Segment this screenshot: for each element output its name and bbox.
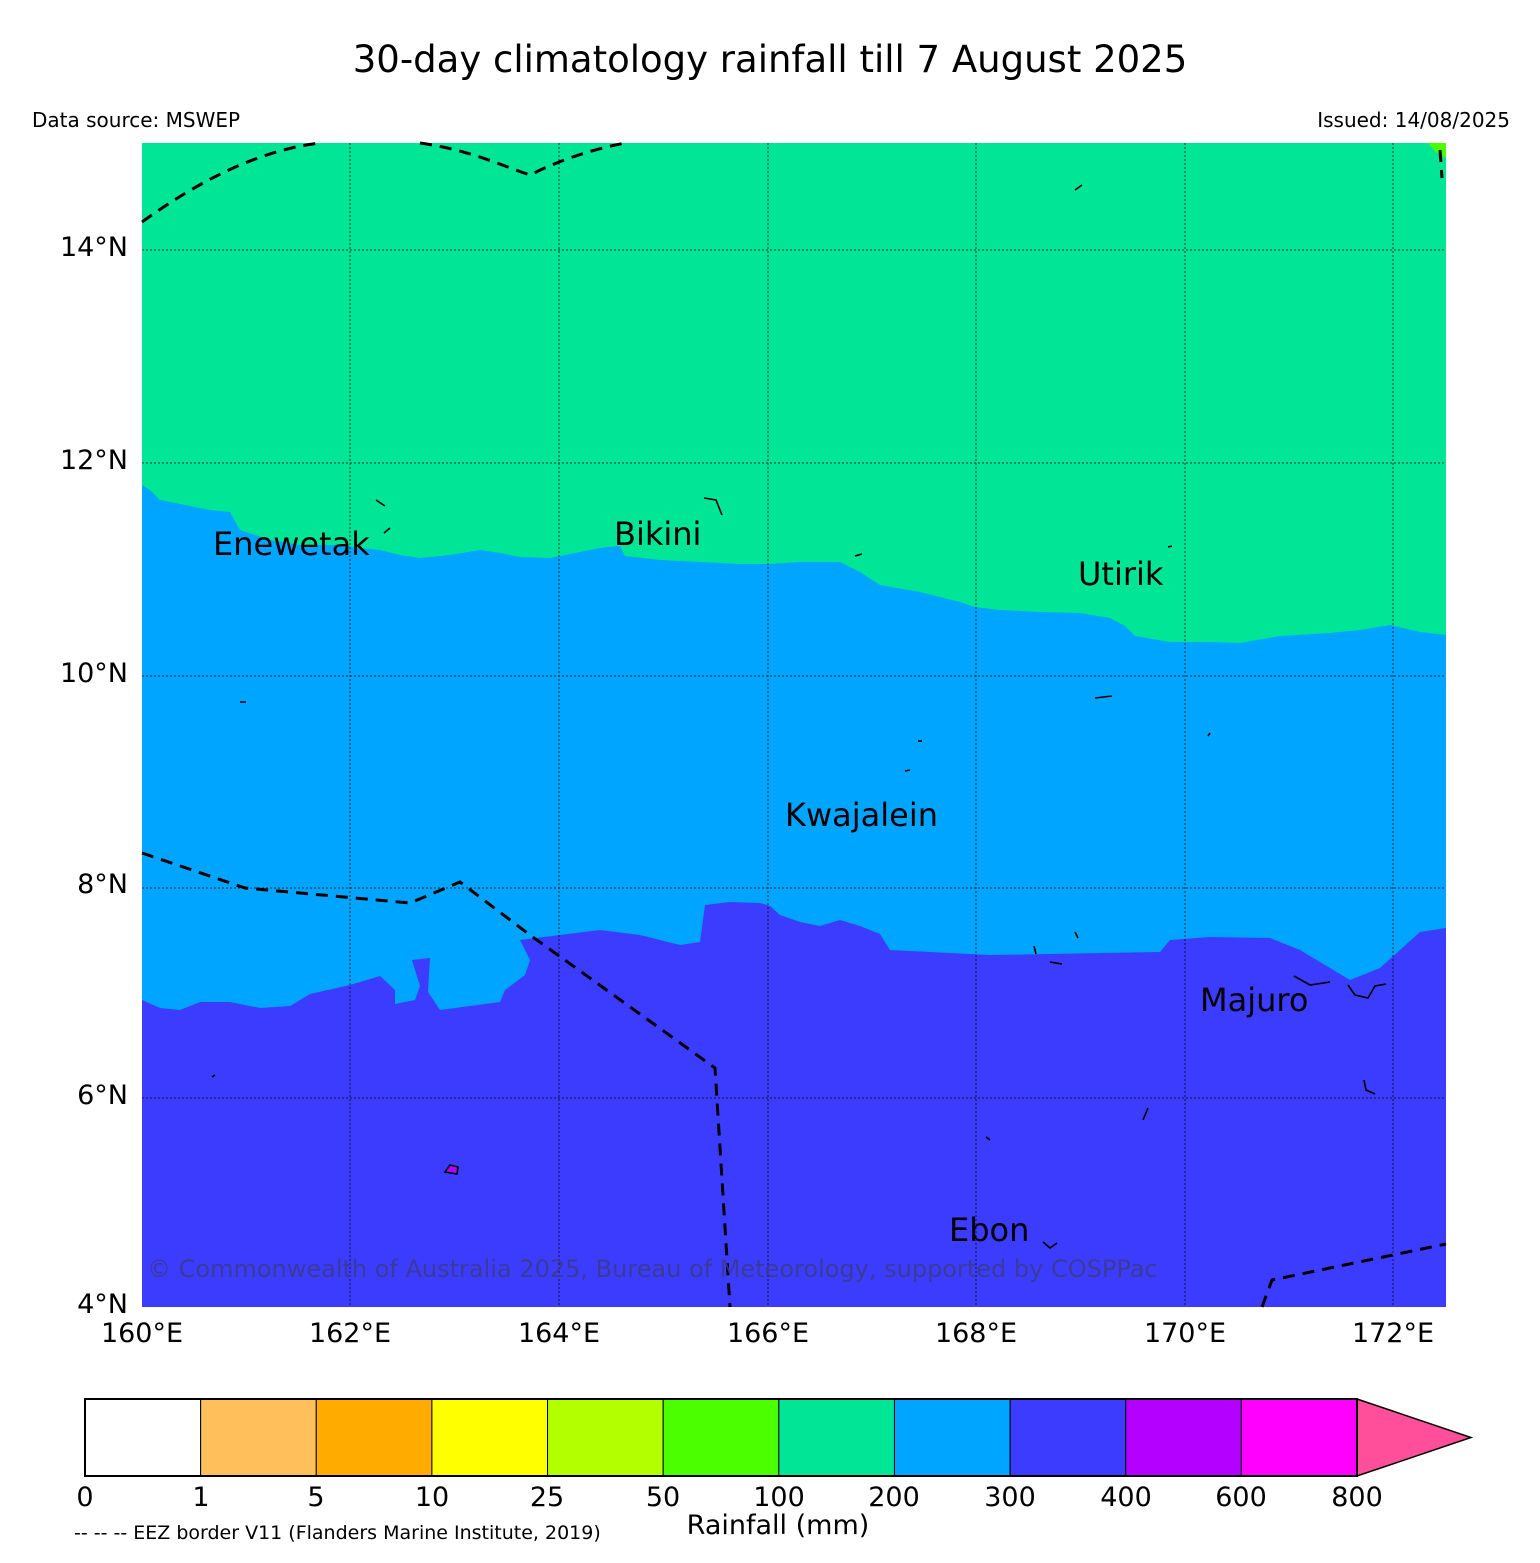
eez-legend-note: -- -- -- EEZ border V11 (Flanders Marine… [74,1522,601,1544]
colorbar-segment [893,1398,1011,1477]
atolls [211,184,1387,1250]
colorbar-segment [431,1398,549,1477]
colorbar-segment [1009,1398,1127,1477]
place-label-kwajalein: Kwajalein [785,796,939,834]
colorbar-segment [1240,1398,1358,1477]
colorbar-segment [200,1398,317,1477]
colorbar-label: Rainfall (mm) [686,1510,870,1541]
band-300-400 [142,902,1446,1307]
lat-tick-label: 8°N [77,869,128,900]
lat-tick-label: 10°N [59,658,128,689]
map-title: 30-day climatology rainfall till 7 Augus… [352,38,1188,81]
place-label-ebon: Ebon [949,1211,1030,1249]
colorbar-tick-label: 800 [1331,1482,1383,1513]
colorbar-segment [778,1398,895,1477]
colorbar-tick-label: 0 [76,1482,94,1513]
place-label-enewetak: Enewetak [213,525,370,563]
colorbar-tick-label: 50 [645,1482,681,1513]
colorbar-tick-label: 100 [753,1482,805,1513]
colorbar-tick-label: 10 [414,1482,450,1513]
colorbar-segment [315,1398,433,1477]
lon-tick-label: 162°E [308,1318,392,1349]
colorbar-tick-label: 1 [192,1482,210,1513]
colorbar-tick-label: 400 [1100,1482,1152,1513]
colorbar-tick-label: 300 [984,1482,1036,1513]
lat-tick-label: 4°N [77,1289,128,1320]
place-label-utirik: Utirik [1078,555,1164,593]
lat-tick-label: 12°N [59,445,128,476]
copyright-notice: © Commonwealth of Australia 2025, Bureau… [147,1255,1158,1283]
colorbar-segment [1125,1398,1242,1477]
lon-tick-label: 160°E [100,1318,184,1349]
place-label-majuro: Majuro [1200,981,1309,1019]
colorbar-outline [84,1398,1358,1477]
lat-tick-label: 6°N [77,1080,128,1111]
colorbar-extend-arrow [1356,1397,1474,1478]
colorbar-segment [547,1398,664,1477]
lat-tick-label: 14°N [59,232,128,263]
colorbar-tick-label: 25 [529,1482,565,1513]
lon-tick-label: 170°E [1143,1318,1227,1349]
data-source-label: Data source: MSWEP [32,108,241,132]
rainfall-map [141,141,1447,1308]
place-label-bikini: Bikini [614,515,702,553]
colorbar [84,1397,1474,1478]
issued-date-label: Issued: 14/08/2025 [1317,108,1510,132]
lon-tick-label: 168°E [934,1318,1018,1349]
lon-tick-label: 166°E [726,1318,810,1349]
colorbar-tick-label: 200 [868,1482,920,1513]
colorbar-tick-label: 600 [1215,1482,1267,1513]
colorbar-segment [84,1398,202,1477]
eez-borders [141,141,1447,1308]
colorbar-segment [662,1398,780,1477]
lon-tick-label: 172°E [1351,1318,1435,1349]
colorbar-tick-label: 5 [307,1482,325,1513]
graticule [142,143,1446,1307]
lon-tick-label: 164°E [517,1318,601,1349]
